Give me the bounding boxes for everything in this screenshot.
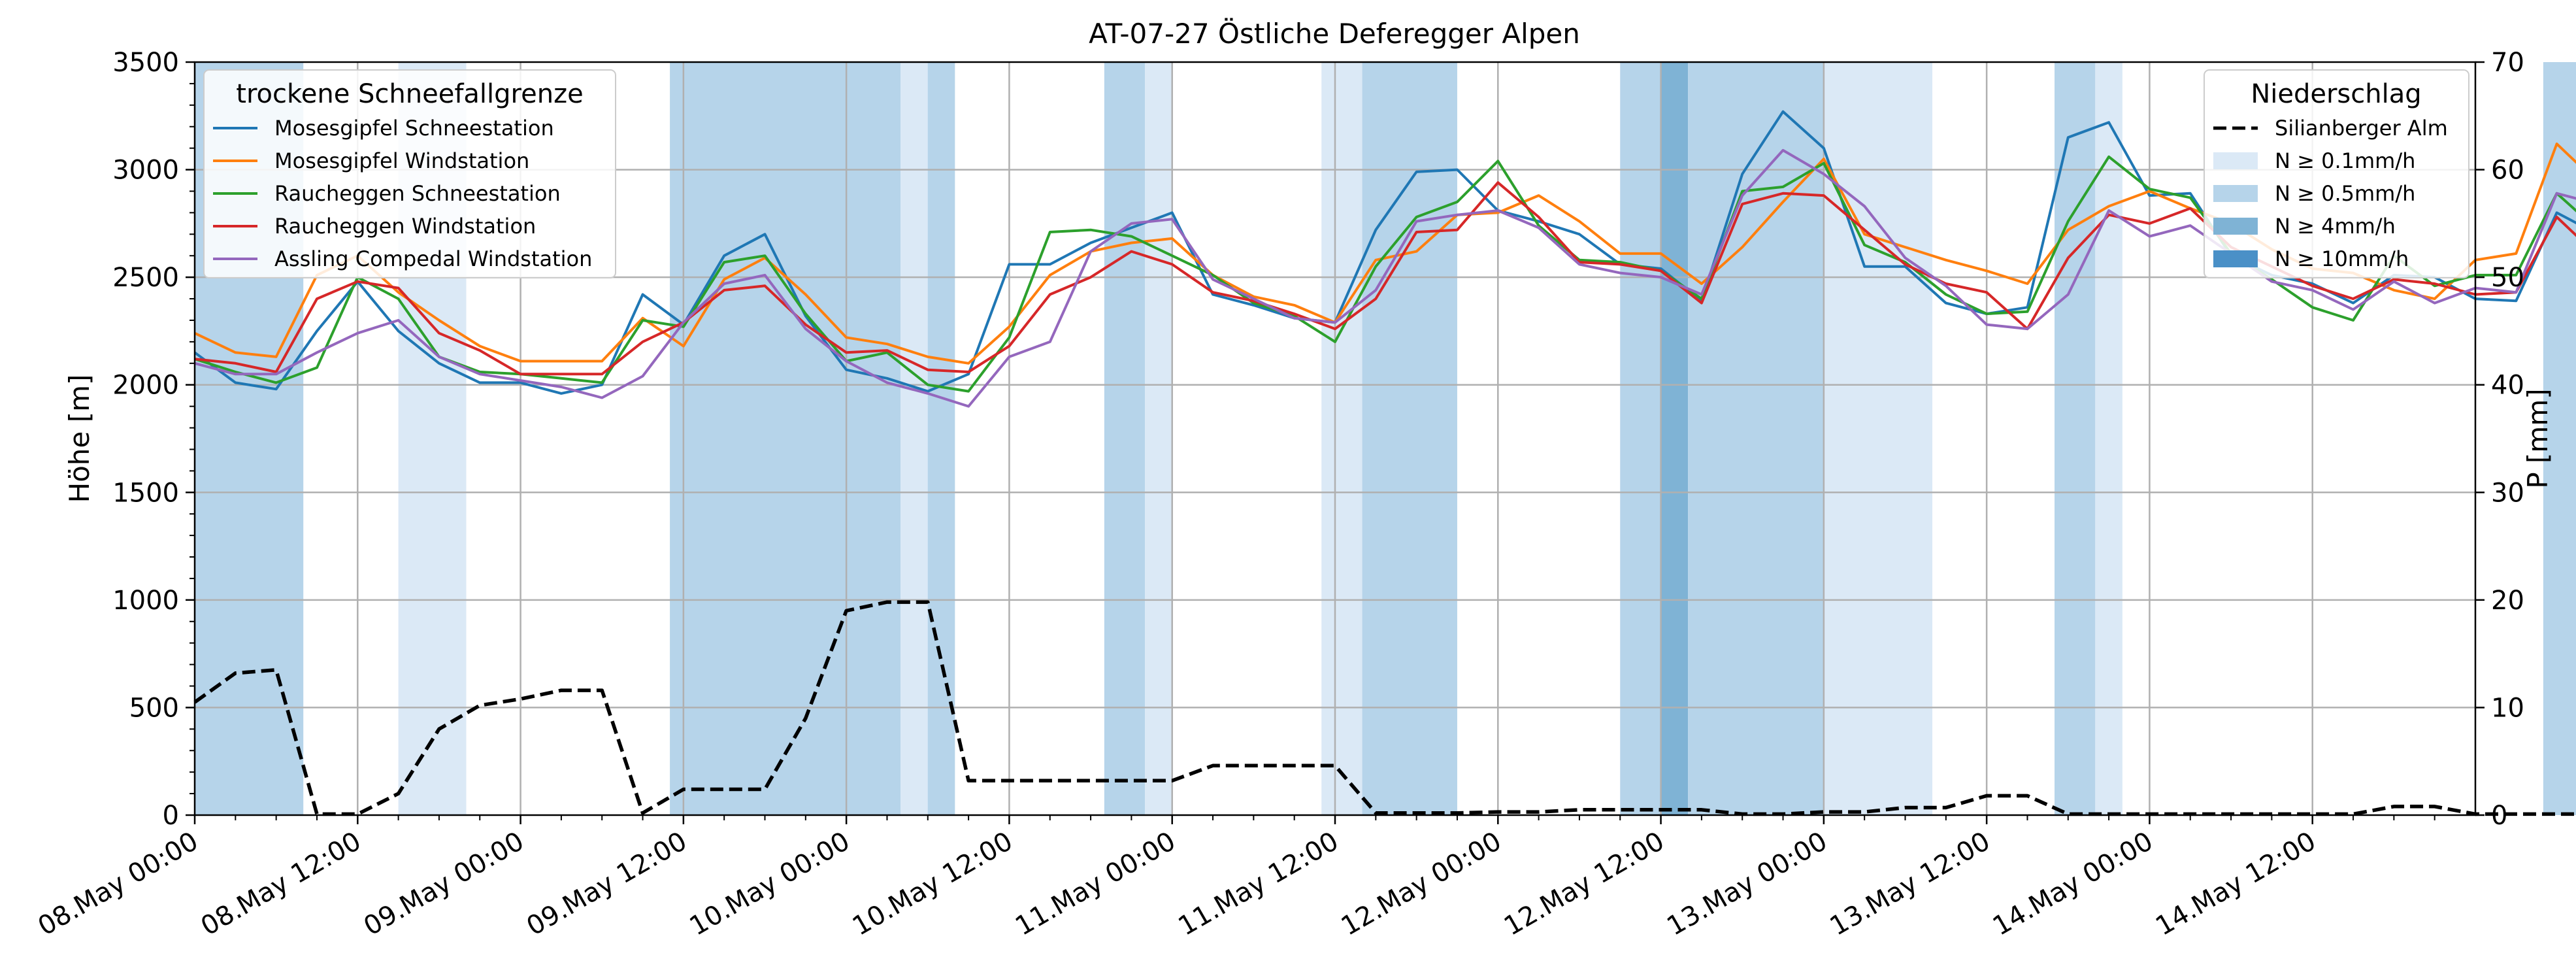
precip-band [2055, 62, 2096, 815]
legend-left-label: Mosesgipfel Schneestation [274, 116, 554, 141]
precip-band [1688, 62, 1824, 815]
legend-right-label: N ≥ 0.5mm/h [2275, 181, 2415, 206]
precip-band [1660, 62, 1689, 815]
legend-right-entries: Silianberger Alm N ≥ 0.1mm/h N ≥ 0.5mm/h N … [2213, 116, 2448, 271]
legend-left-entries: Mosesgipfel Schneestation Mosesgipfel Win… [213, 116, 592, 271]
legend-left: trockene Schneefallgrenze Mosesgipfel Sc… [203, 69, 616, 278]
left-axis-tick-label: 500 [129, 693, 179, 723]
legend-right-label: N ≥ 4mm/h [2275, 214, 2396, 239]
legend-right-box [2204, 69, 2469, 278]
precip-band [1321, 62, 1362, 815]
series-line [193, 600, 2576, 816]
precip-band [670, 62, 901, 815]
precip-band [927, 62, 955, 815]
precip-band [1104, 62, 1146, 815]
legend-left-label: Raucheggen Schneestation [274, 181, 561, 206]
series-line [194, 181, 2576, 376]
left-axis-tick-label: 3500 [112, 48, 179, 78]
right-axis-tick-label: 0 [2491, 801, 2507, 831]
legend-right-label: N ≥ 0.1mm/h [2275, 148, 2415, 173]
left-axis-tick-label: 1000 [112, 586, 179, 616]
y-axis-label-right: P [mm] [2522, 388, 2554, 488]
left-axis-tick-label: 3000 [112, 156, 179, 186]
chart-title: AT-07-27 Östliche Deferegger Alpen [1089, 17, 1580, 50]
legend-right: Niederschlag Silianberger Alm N ≥ 0.1mm/h… [2204, 69, 2469, 278]
legend-right-label: Silianberger Alm [2275, 116, 2448, 141]
left-axis-tick-label: 2500 [112, 263, 179, 293]
series-line [194, 148, 2576, 408]
legend-left-label: Mosesgipfel Windstation [274, 148, 529, 173]
legend-right-swatch-band [2213, 250, 2258, 267]
precip-band [2095, 62, 2122, 815]
legend-right-title: Niederschlag [2251, 79, 2421, 109]
left-axis-tick-label: 1500 [112, 478, 179, 508]
left-axis-tick-label: 2000 [112, 371, 179, 401]
precip-band [1362, 62, 1457, 815]
left-axis-ticks: 0 500 1000 1500 2000 2500 3000 3500 [112, 48, 195, 831]
right-axis-tick-label: 20 [2491, 586, 2524, 616]
right-axis-tick-label: 50 [2491, 263, 2524, 293]
right-axis-tick-label: 70 [2491, 48, 2524, 78]
right-axis-tick-label: 10 [2491, 693, 2524, 723]
right-axis-tick-label: 40 [2491, 371, 2524, 401]
legend-right-swatch-band [2213, 218, 2258, 235]
precip-band [1823, 62, 1933, 815]
legend-right-label: N ≥ 10mm/h [2275, 246, 2409, 271]
right-axis-tick-label: 30 [2491, 478, 2524, 508]
precip-band [1145, 62, 1172, 815]
legend-right-swatch-band [2213, 152, 2258, 169]
legend-left-box [203, 69, 616, 278]
legend-left-label: Raucheggen Windstation [274, 214, 536, 239]
left-axis-tick-label: 0 [163, 801, 179, 831]
y-axis-label-left: Höhe [m] [63, 375, 95, 503]
legend-left-title: trockene Schneefallgrenze [236, 79, 583, 109]
legend-right-swatch-band [2213, 185, 2258, 202]
precip-band [1620, 62, 1661, 815]
precip-band [2543, 62, 2576, 815]
right-axis-ticks: 0 10 20 30 40 50 60 70 [2475, 48, 2524, 831]
right-axis-tick-label: 60 [2491, 156, 2524, 186]
legend-left-label: Assling Compedal Windstation [274, 246, 592, 271]
